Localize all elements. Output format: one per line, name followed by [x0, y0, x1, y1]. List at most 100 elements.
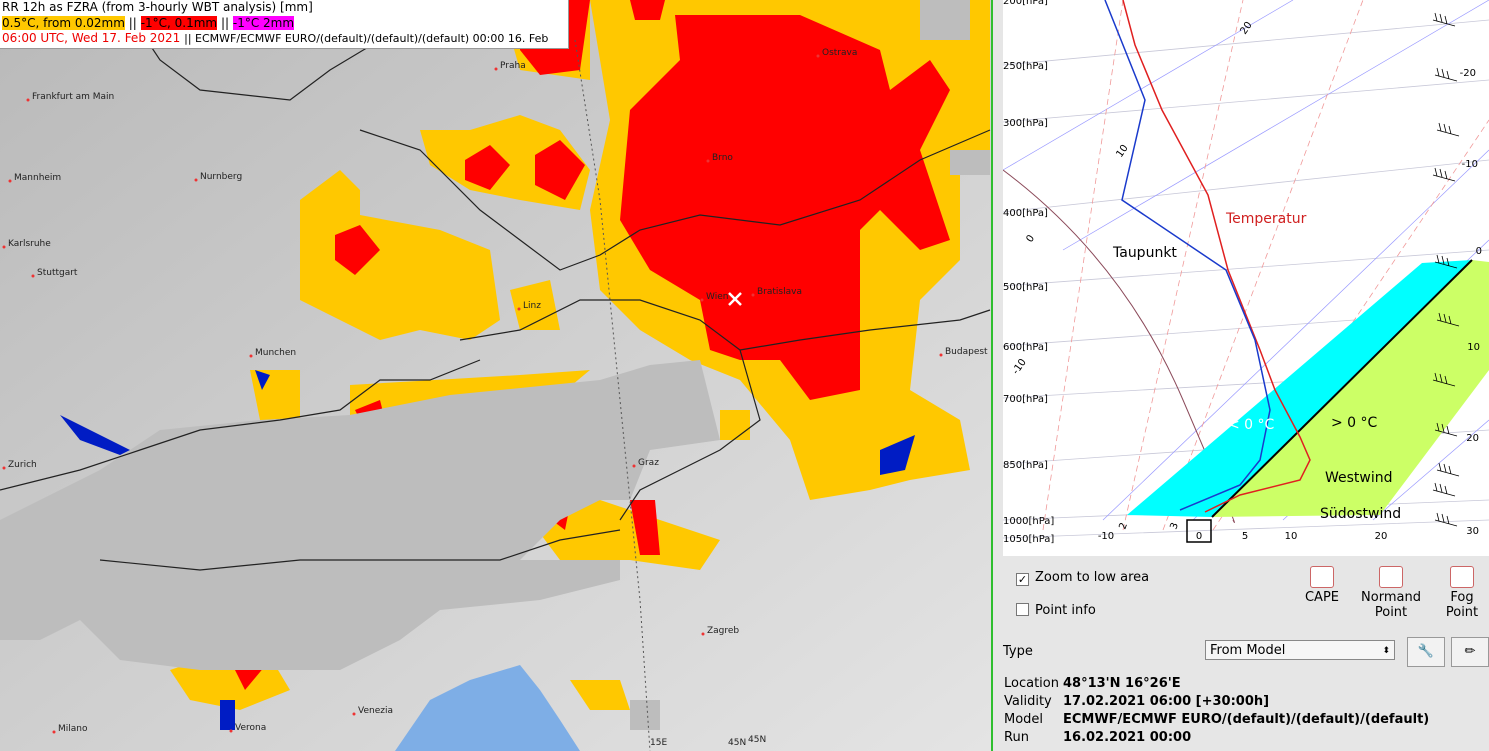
- right-label: -10: [1462, 159, 1478, 170]
- temp-label: -10: [1098, 531, 1114, 542]
- pressure-label: 600[hPa]: [1003, 342, 1048, 353]
- right-label: 10: [1467, 342, 1480, 353]
- temp-label: 20: [1375, 531, 1388, 542]
- city-label: Venezia: [358, 706, 393, 716]
- below-zero-area: [1127, 260, 1472, 517]
- isotherm-label: 3: [1168, 521, 1181, 531]
- city-label: Munchen: [255, 348, 296, 358]
- icon: [1310, 566, 1334, 588]
- settings-button[interactable]: 🔧: [1407, 637, 1445, 667]
- info-row: Model ECMWF/ECMWF EURO/(default)/(default…: [1004, 711, 1433, 729]
- zero-box: [1186, 519, 1212, 543]
- city-dot: [751, 293, 755, 297]
- city-dot: [31, 274, 35, 278]
- city-label: Frankfurt am Main: [32, 92, 114, 102]
- annotation: < 0 °C: [1228, 417, 1275, 433]
- pressure-label: 850[hPa]: [1003, 460, 1048, 471]
- wind-barb: [1436, 462, 1460, 477]
- info-row: Validity 17.02.2021 06:00 [+30:00h]: [1004, 693, 1433, 711]
- annotation: Westwind: [1325, 470, 1393, 486]
- city-dot: [352, 712, 356, 716]
- pressure-label: 1050[hPa]: [1003, 534, 1054, 545]
- dewpoint-line: [1104, 0, 1271, 511]
- type-select[interactable]: From Model ⬍: [1205, 640, 1395, 660]
- city-label: Verona: [235, 723, 266, 733]
- edit-button[interactable]: ✏: [1451, 637, 1489, 667]
- info-value: 48°13'N 16°26'E: [1062, 676, 1181, 691]
- annotation: > 0 °C: [1331, 415, 1378, 431]
- city-label: Budapest: [945, 347, 988, 357]
- info-value: 16.02.2021 00:00: [1062, 730, 1192, 745]
- city-dot: [816, 54, 820, 58]
- wind-barb: [1436, 312, 1460, 327]
- borders: [0, 0, 991, 571]
- annotation: Südostwind: [1320, 506, 1401, 522]
- pressure-label: 500[hPa]: [1003, 282, 1048, 293]
- legend-item: 0.5°C, from 0.02mm: [2, 15, 125, 30]
- city-label: Ostrava: [822, 48, 857, 58]
- wind-barb: [1436, 122, 1460, 137]
- no-data-area: [0, 0, 990, 730]
- city-label: Linz: [523, 301, 541, 311]
- city-label: Stuttgart: [37, 268, 78, 278]
- info-row: Run 16.02.2021 00:00: [1004, 729, 1433, 747]
- city-label: Brno: [712, 153, 733, 163]
- city-dot: [52, 730, 56, 734]
- city-dot: [26, 98, 30, 102]
- temp-label: 0: [1196, 531, 1202, 542]
- info-key: Validity: [1004, 694, 1052, 709]
- info-value: 17.02.2021 06:00 [+30:00h]: [1062, 694, 1270, 709]
- isotherm-label: 0: [1024, 233, 1037, 245]
- city-dot: [632, 464, 636, 468]
- isotherm-label: 10: [1114, 143, 1130, 160]
- type-value: From Model: [1210, 643, 1286, 658]
- city-label: Karlsruhe: [8, 239, 51, 249]
- lakes: [60, 370, 915, 730]
- temperature-line: [1122, 0, 1311, 513]
- wind-barb: [1434, 422, 1458, 437]
- city-dot: [2, 466, 6, 470]
- label: Zoom to low area: [1035, 570, 1150, 585]
- grid-label: 15E: [650, 738, 667, 748]
- tool-button[interactable]: Fog Point: [1440, 566, 1484, 620]
- city-dot: [706, 159, 710, 163]
- wind-barb: [1434, 512, 1458, 527]
- button-label: CAPE: [1304, 590, 1340, 605]
- zero-isotherm: [1211, 259, 1473, 518]
- wind-barb: [1432, 167, 1456, 182]
- legend-separator: ||: [220, 15, 230, 30]
- city-dot: [939, 353, 943, 357]
- pressure-label: 400[hPa]: [1003, 208, 1048, 219]
- map-title: RR 12h as FZRA (from 3-hourly WBT analys…: [2, 0, 313, 14]
- city-label: Nurnberg: [200, 172, 242, 182]
- model-info: || ECMWF/ECMWF EURO/(default)/(default)/…: [184, 32, 549, 45]
- legend-item: -1°C, 0.1mm: [140, 15, 218, 30]
- pressure-label: 200[hPa]: [1003, 0, 1048, 7]
- info-key: Location: [1004, 676, 1059, 691]
- annotation: Taupunkt: [1112, 245, 1177, 261]
- point-info-checkbox[interactable]: Point info: [1016, 603, 1096, 618]
- right-label: 20: [1466, 433, 1479, 444]
- right-label: -20: [1460, 68, 1476, 79]
- city-label: Zagreb: [707, 626, 739, 636]
- button-label: Fog: [1450, 590, 1474, 605]
- city-label: Wien: [706, 292, 728, 302]
- legend-separator: ||: [128, 15, 137, 30]
- wind-barb: [1434, 67, 1458, 82]
- zoom-checkbox[interactable]: ✓ Zoom to low area: [1016, 570, 1150, 586]
- wind-barb: [1432, 482, 1456, 497]
- fzra-red: [235, 0, 950, 690]
- point-marker: [728, 292, 742, 306]
- tool-button[interactable]: CAPE: [1296, 566, 1348, 605]
- skew-t-diagram: 200[hPa] 250[hPa] 300[hPa] 400[hPa] 500[hPa]…: [1003, 0, 1489, 556]
- map-header: RR 12h as FZRA (from 3-hourly WBT analys…: [0, 0, 569, 49]
- tool-button[interactable]: Normand Point: [1356, 566, 1426, 620]
- temp-label: 10: [1285, 531, 1298, 542]
- city-dot: [517, 307, 521, 311]
- right-label: 30: [1466, 526, 1479, 537]
- button-label: Normand: [1361, 590, 1421, 605]
- info-row: Location 48°13'N 16°26'E: [1004, 675, 1433, 693]
- button-label: Point: [1374, 605, 1408, 620]
- pressure-label: 1000[hPa]: [1003, 516, 1054, 527]
- temp-label: 5: [1242, 531, 1248, 542]
